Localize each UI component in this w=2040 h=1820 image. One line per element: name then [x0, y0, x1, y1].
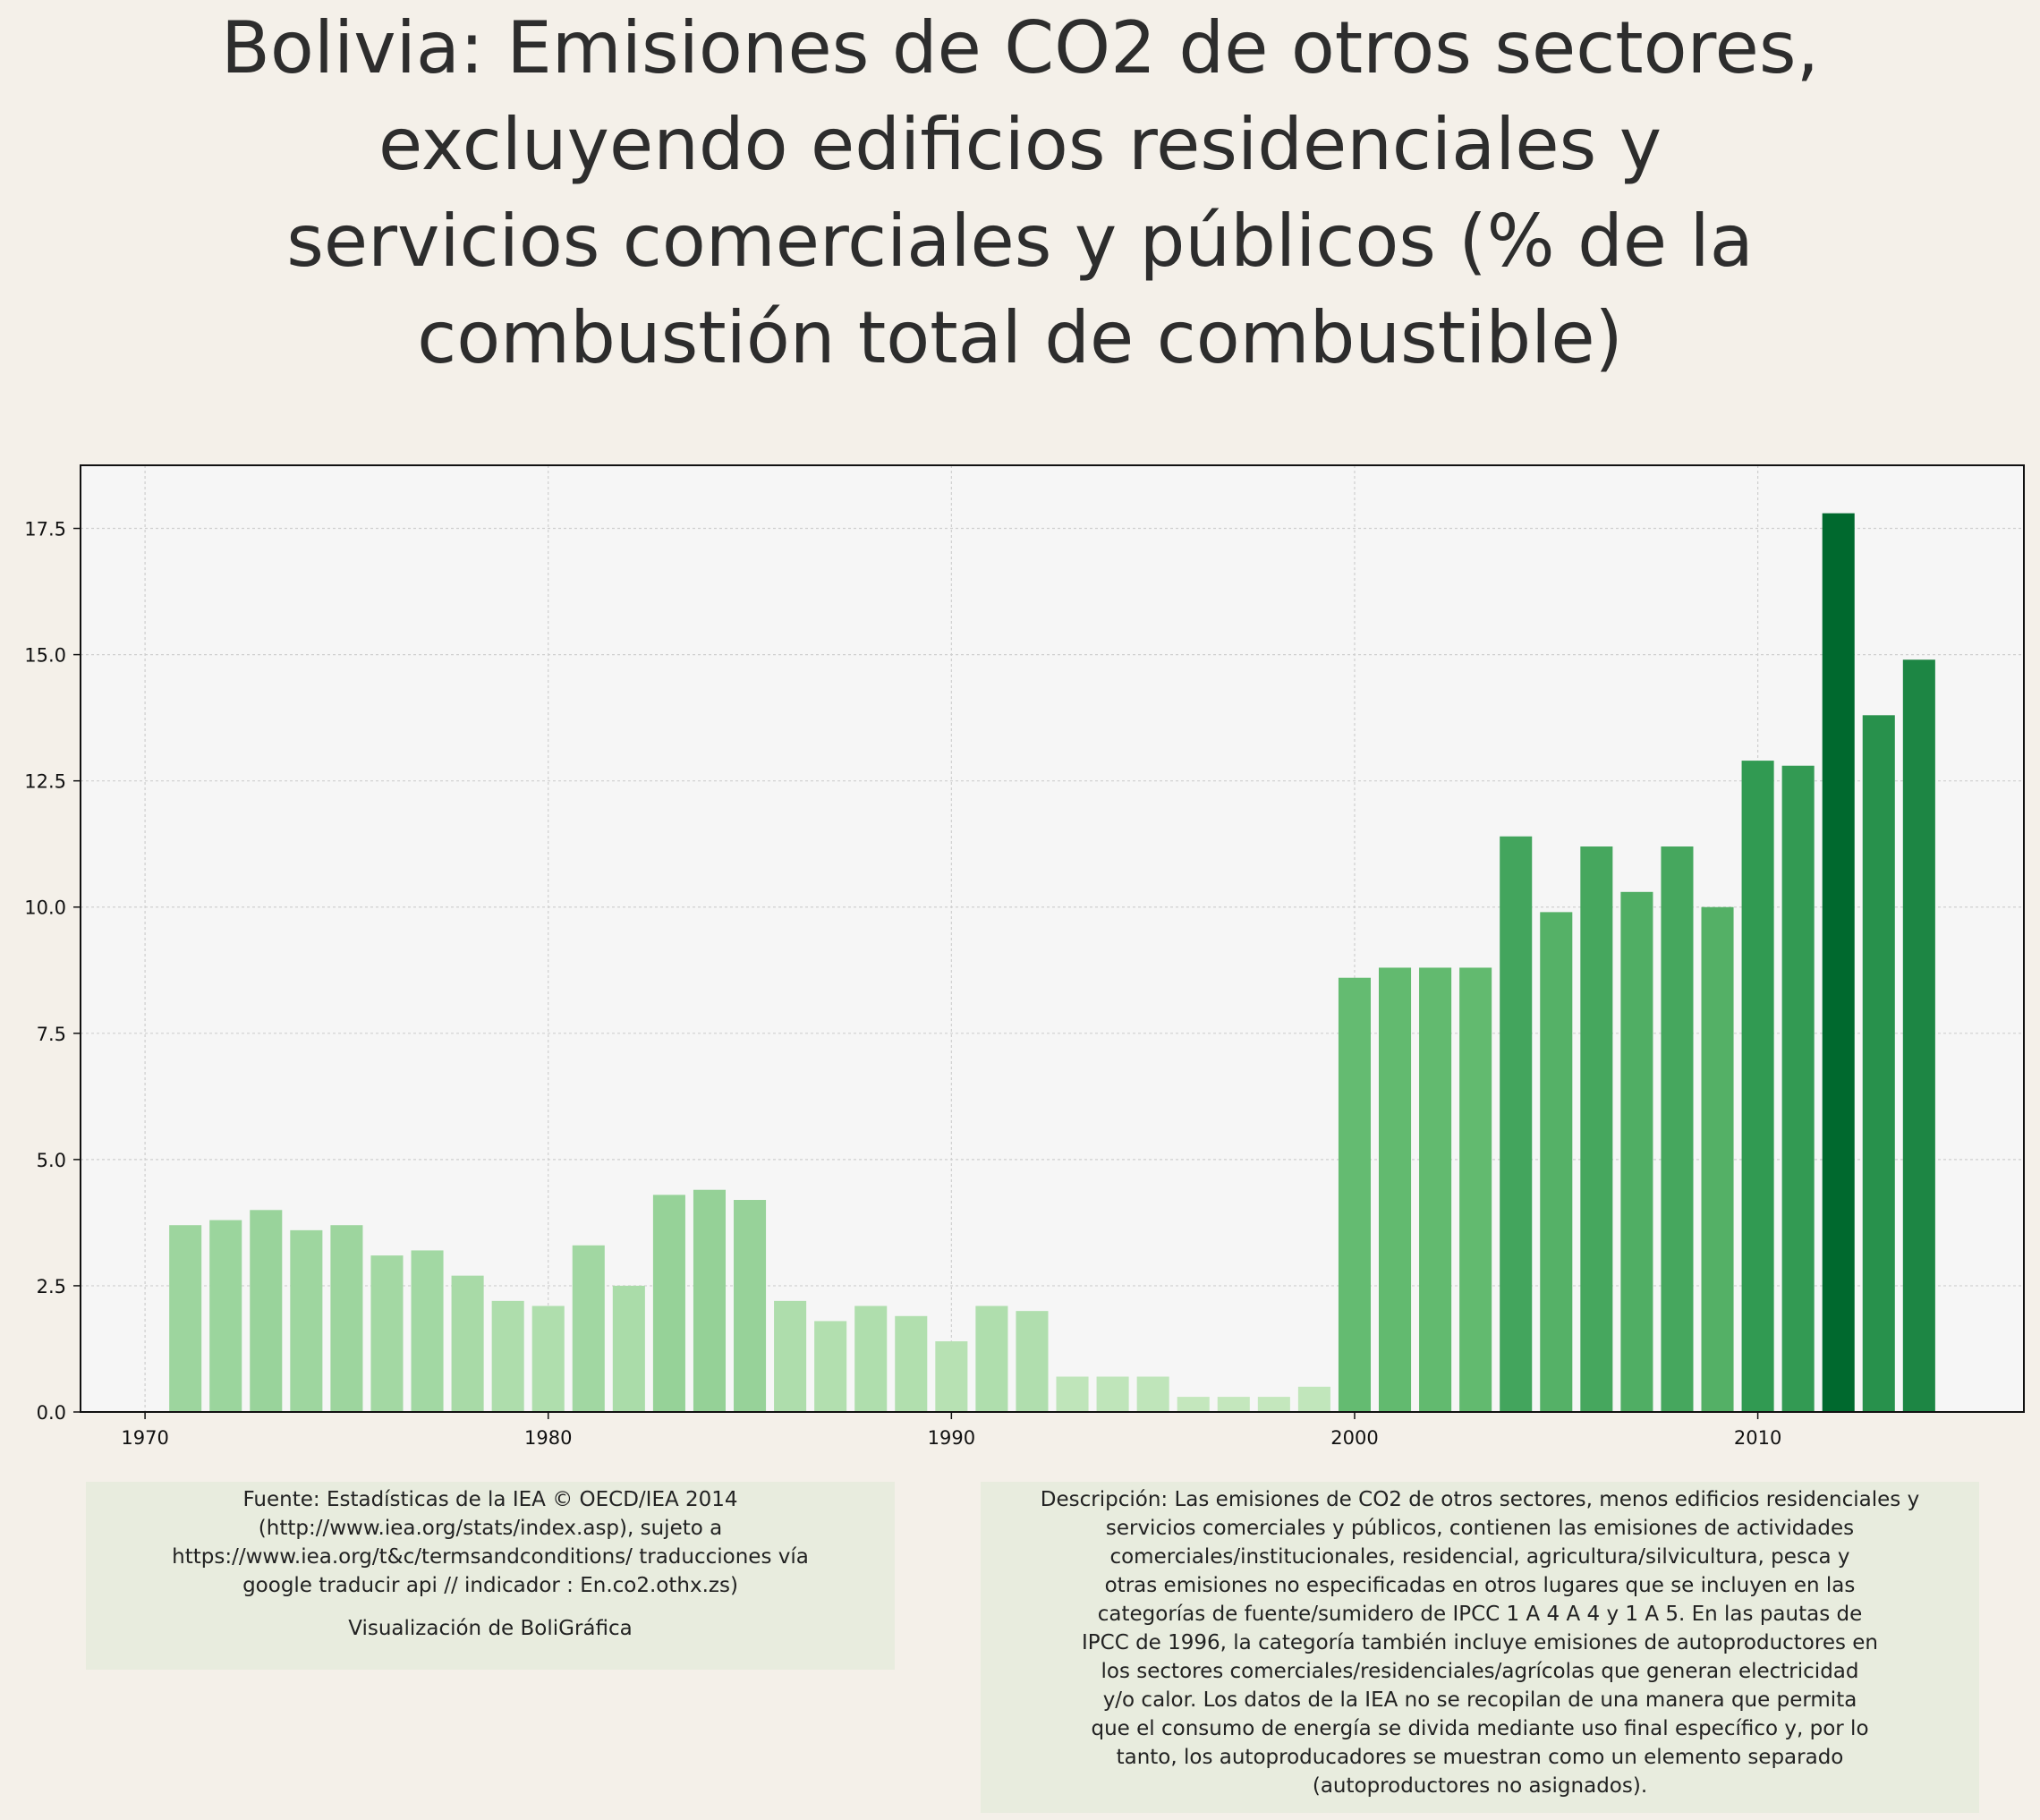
bar-2009: [1701, 906, 1734, 1412]
y-tick-label: 2.5: [37, 1276, 66, 1297]
bar-1979: [491, 1300, 524, 1412]
source-line: google traducir api // indicador : En.co…: [242, 1574, 738, 1597]
description-box: Descripción: Las emisiones de CO2 de otr…: [981, 1482, 1979, 1813]
bar-2012: [1822, 513, 1855, 1412]
y-tick-label: 17.5: [24, 519, 66, 540]
bar-1984: [693, 1189, 726, 1412]
bar-1986: [774, 1300, 807, 1412]
plot-area: [81, 465, 2024, 1412]
bar-2000: [1338, 977, 1371, 1412]
bar-1975: [330, 1225, 363, 1412]
description-line: (autoproductores no asignados).: [1312, 1774, 1648, 1798]
x-tick-label: 2000: [1330, 1427, 1378, 1449]
bar-1989: [895, 1315, 928, 1412]
chart-title: Bolivia: Emisiones de CO2 de otros secto…: [72, 0, 1968, 387]
description-line: Descripción: Las emisiones de CO2 de otr…: [1040, 1488, 1920, 1511]
y-tick-label: 5.0: [37, 1150, 66, 1171]
y-tick-label: 0.0: [37, 1402, 66, 1424]
bar-2008: [1661, 846, 1694, 1412]
y-tick-label: 10.0: [24, 897, 66, 919]
bar-1971: [169, 1225, 202, 1412]
bar-1992: [1016, 1311, 1049, 1412]
bar-1973: [250, 1210, 283, 1412]
title-line: excluyendo edificios residenciales y: [378, 103, 1662, 186]
bar-chart: 1970 1980 1990 2000 2010 0.0 2.5 5.0 7.5 10.0 12.5…: [24, 464, 2025, 1449]
y-tick-label: 12.5: [24, 771, 66, 793]
bar-2007: [1620, 891, 1653, 1412]
bar-1988: [854, 1305, 888, 1412]
bar-1980: [531, 1305, 565, 1412]
bar-1999: [1297, 1386, 1330, 1412]
title-line: servicios comerciales y públicos (% de l…: [286, 200, 1754, 283]
bar-1987: [814, 1321, 847, 1412]
bar-1981: [572, 1245, 605, 1412]
bar-1982: [612, 1285, 645, 1412]
description-line: IPCC de 1996, la categoría también inclu…: [1081, 1631, 1878, 1654]
bar-1990: [935, 1341, 968, 1412]
title-line: Bolivia: Emisiones de CO2 de otros secto…: [220, 6, 1819, 89]
bar-1995: [1136, 1376, 1169, 1412]
bar-1972: [209, 1220, 242, 1412]
source-box: Fuente: Estadísticas de la IEA © OECD/IE…: [86, 1482, 895, 1670]
description-line: categorías de fuente/sumidero de IPCC 1 …: [1097, 1603, 1863, 1626]
bar-2014: [1902, 659, 1935, 1412]
source-line: Fuente: Estadísticas de la IEA © OECD/IE…: [242, 1488, 738, 1511]
bar-2011: [1781, 765, 1815, 1412]
bar-1976: [370, 1255, 404, 1412]
description-line: otras emisiones no especificadas en otro…: [1104, 1574, 1856, 1597]
source-line: (http://www.iea.org/stats/index.asp), su…: [258, 1517, 723, 1540]
bar-1993: [1056, 1376, 1089, 1412]
bar-1983: [652, 1195, 685, 1412]
credit-text: Visualización de BoliGráfica: [348, 1617, 633, 1640]
x-tick-label: 1970: [121, 1427, 168, 1449]
description-line: los sectores comerciales/residenciales/a…: [1101, 1660, 1859, 1683]
bar-1998: [1257, 1397, 1290, 1412]
description-line: comerciales/institucionales, residencial…: [1109, 1545, 1850, 1569]
plot-frame: [80, 464, 2025, 1413]
bar-2001: [1379, 967, 1412, 1412]
bar-2013: [1862, 715, 1895, 1412]
bar-1985: [734, 1200, 767, 1412]
bar-1996: [1177, 1397, 1210, 1412]
bar-2010: [1741, 761, 1774, 1412]
bar-1978: [451, 1275, 484, 1412]
bar-2002: [1419, 967, 1452, 1412]
description-line: que el consumo de energía se divida medi…: [1091, 1717, 1869, 1740]
bar-2006: [1580, 846, 1613, 1412]
bar-1974: [290, 1229, 323, 1412]
bar-2004: [1500, 836, 1533, 1412]
bar-1991: [975, 1305, 1008, 1412]
x-tick-label: 1980: [524, 1427, 572, 1449]
description-line: tanto, los autoproducadores se muestran …: [1116, 1746, 1844, 1769]
bar-1994: [1096, 1376, 1129, 1412]
bar-2005: [1540, 912, 1573, 1412]
bar-1977: [411, 1250, 444, 1412]
bar-2003: [1459, 967, 1492, 1412]
description-line: servicios comerciales y públicos, contie…: [1105, 1517, 1855, 1540]
x-tick-label: 1990: [928, 1427, 975, 1449]
source-line: https://www.iea.org/t&c/termsandconditio…: [172, 1545, 809, 1569]
x-tick-label: 2010: [1734, 1427, 1781, 1449]
description-line: y/o calor. Los datos de la IEA no se rec…: [1102, 1688, 1857, 1712]
y-tick-label: 15.0: [24, 645, 66, 667]
title-line: combustión total de combustible): [417, 296, 1623, 379]
y-tick-label: 7.5: [37, 1024, 66, 1045]
bar-1997: [1217, 1397, 1250, 1412]
